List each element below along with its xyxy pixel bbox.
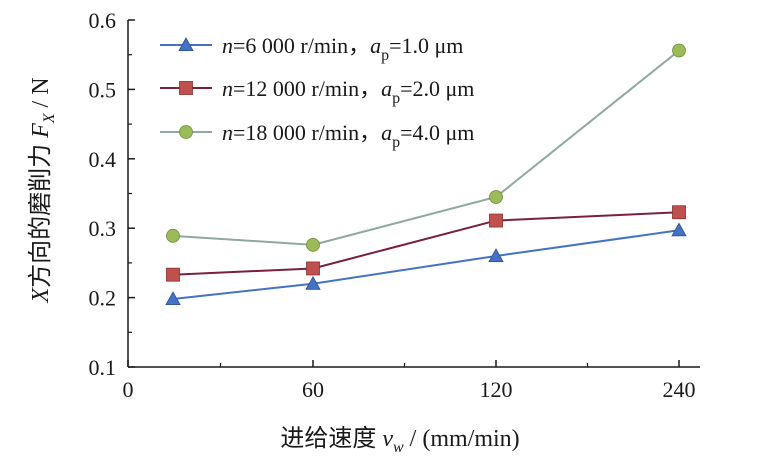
y-tick-label: 0.6 — [89, 8, 117, 33]
data-point — [305, 275, 321, 290]
legend-marker — [179, 125, 193, 139]
series-3 — [166, 43, 686, 252]
legend-entry: n=12 000 r/min，ap=2.0 μm — [160, 76, 474, 107]
series-2 — [166, 205, 686, 282]
legend: n=6 000 r/min，ap=1.0 μm n=12 000 r/min，ap… — [160, 33, 474, 151]
legend-marker — [179, 81, 193, 95]
legend-marker — [178, 37, 194, 51]
legend-label: n=6 000 r/min，ap=1.0 μm — [222, 33, 463, 64]
y-axis-title: X方向的磨削力 FX / N — [27, 77, 58, 303]
data-point — [306, 237, 320, 252]
data-point — [672, 43, 686, 58]
data-point — [489, 213, 503, 228]
x-tick-label: 120 — [480, 377, 513, 402]
data-point — [489, 190, 503, 204]
legend-label: n=12 000 r/min，ap=2.0 μm — [222, 76, 474, 107]
y-tick-label: 0.2 — [89, 286, 117, 311]
series-layer — [165, 43, 687, 305]
y-tick-label: 0.4 — [89, 147, 117, 172]
data-point — [165, 291, 181, 305]
data-point — [488, 248, 504, 262]
x-tick-label: 60 — [302, 377, 324, 402]
data-point — [306, 261, 320, 276]
series-1 — [165, 222, 687, 305]
y-tick-label: 0.5 — [89, 77, 117, 102]
series-line — [172, 229, 680, 300]
legend-entry: n=6 000 r/min，ap=1.0 μm — [160, 33, 463, 64]
series-line — [172, 49, 680, 246]
data-point — [166, 228, 180, 243]
x-tick-label: 0 — [123, 377, 134, 402]
x-ticks: 0 60 120 240 — [123, 360, 696, 402]
data-point — [166, 267, 180, 282]
data-point — [671, 222, 687, 237]
x-tick-label: 240 — [663, 377, 696, 402]
legend-entry: n=18 000 r/min，ap=4.0 μm — [160, 120, 474, 151]
y-tick-label: 0.1 — [89, 355, 117, 380]
series-line — [172, 211, 680, 276]
y-tick-label: 0.3 — [89, 216, 117, 241]
x-axis-title: 进给速度 vw / (mm/min) — [280, 425, 519, 456]
data-point — [672, 205, 686, 220]
y-ticks: 0.1 0.2 0.3 0.4 0.5 0.6 — [89, 8, 135, 380]
legend-label: n=18 000 r/min，ap=4.0 μm — [222, 120, 474, 151]
axes — [127, 20, 700, 368]
